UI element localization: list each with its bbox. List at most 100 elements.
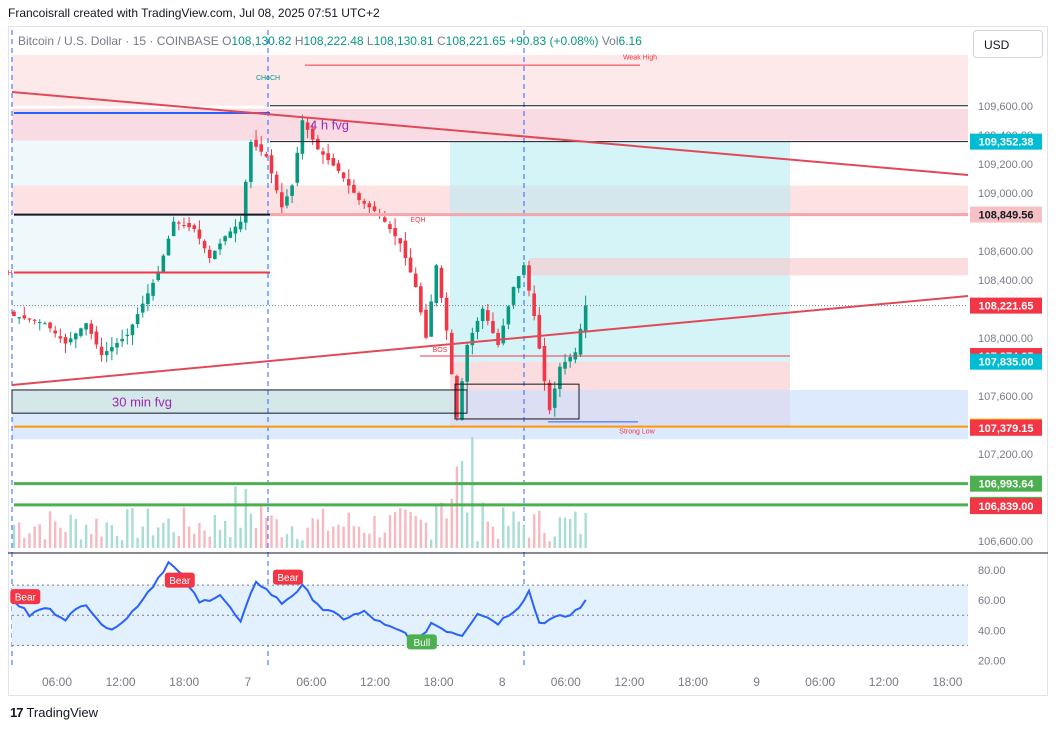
signal-label: Bear — [169, 576, 191, 587]
volume-bar — [409, 511, 412, 548]
volume-bar — [378, 537, 381, 548]
volume-bar — [126, 509, 129, 548]
candle-body — [357, 192, 361, 200]
candle-body — [388, 224, 392, 229]
fvg-label: 4 h fvg — [310, 118, 349, 133]
volume-bar — [43, 539, 47, 548]
volume-bar — [399, 508, 402, 548]
candle-body — [27, 318, 32, 320]
candle-body — [398, 238, 403, 244]
volume-bar — [357, 526, 361, 548]
volume-bar — [584, 512, 587, 548]
chart-frame[interactable] — [8, 26, 1048, 696]
price-label-text: 108,849.56 — [978, 210, 1033, 222]
candle-body — [48, 322, 52, 329]
candle-body — [68, 338, 73, 343]
candle-body — [228, 231, 233, 238]
volume-bar — [203, 530, 206, 548]
volume-value: 6.16 — [618, 34, 642, 48]
candle-body — [341, 172, 346, 179]
time-tick-label: 12:00 — [360, 675, 390, 689]
volume-bar — [337, 524, 340, 548]
candle-body — [516, 276, 521, 289]
volume-bar — [162, 522, 165, 548]
candle-body — [532, 293, 536, 316]
long-target-zone — [450, 141, 790, 362]
candle-body — [310, 128, 315, 140]
volume-bar — [522, 525, 526, 548]
volume-bar — [74, 518, 77, 548]
price-tick-label: 109,600.00 — [978, 101, 1033, 113]
candle-body — [300, 120, 305, 154]
candle-body — [140, 303, 145, 313]
volume-bar — [229, 537, 232, 548]
time-tick-label: 06:00 — [805, 675, 835, 689]
candle-body — [79, 328, 83, 336]
descending-trendline — [11, 91, 969, 176]
volume-bar — [342, 526, 345, 548]
candle-body — [166, 238, 171, 256]
tradingview-logo[interactable]: 17 TradingView — [10, 705, 98, 720]
ohlc-change: +90.83 (+0.08%) — [509, 34, 599, 48]
volume-bar — [265, 517, 268, 548]
price-tick-label: 108,000.00 — [978, 333, 1033, 345]
volume-bar — [574, 511, 577, 548]
volume-bar — [275, 519, 278, 548]
candle-body — [578, 328, 583, 355]
volume-bar — [440, 502, 443, 548]
price-label-tag — [970, 419, 1042, 436]
volume-bar — [563, 517, 567, 548]
signal-label: Bear — [15, 593, 37, 604]
candle-body — [58, 336, 63, 339]
time-tick-label: 06:00 — [42, 675, 72, 689]
currency-button[interactable]: USD — [973, 30, 1043, 58]
candle-body — [104, 351, 109, 356]
price-label-tag — [970, 475, 1042, 492]
candle-body — [264, 154, 269, 157]
volume-bar — [538, 510, 541, 548]
volume-bar — [414, 515, 417, 548]
chart-caption: Francoisrall created with TradingView.co… — [8, 6, 380, 20]
time-tick-label: 18:00 — [678, 675, 708, 689]
volume-bar — [69, 514, 72, 548]
candle-body — [146, 293, 150, 304]
rsi-band — [12, 585, 968, 646]
volume-bar — [131, 508, 134, 548]
candle-body — [151, 282, 155, 296]
volume-bar — [476, 541, 479, 548]
volume-bar — [17, 522, 21, 548]
volume-bar — [223, 520, 227, 548]
symbol-legend[interactable]: Bitcoin / U.S. Dollar · 15 · COINBASE O1… — [18, 34, 642, 48]
volume-bar — [306, 527, 309, 548]
candle-body — [63, 337, 68, 344]
volume-bar — [157, 527, 160, 548]
volume-bar — [244, 488, 247, 548]
volume-bar — [38, 524, 41, 548]
volume-bar — [332, 526, 335, 548]
bull-signal — [406, 634, 437, 650]
volume-bar — [419, 519, 423, 548]
volume-bar — [177, 536, 180, 548]
candle-body — [558, 366, 562, 389]
bear-signal — [164, 572, 195, 588]
volume-bar — [167, 518, 170, 548]
candle-body — [238, 221, 243, 230]
volume-bar — [388, 515, 392, 548]
candle-body — [187, 223, 191, 228]
candle-body — [295, 152, 300, 183]
price-label-text: 108,221.65 — [978, 301, 1033, 313]
price-label-text: 109,352.38 — [978, 137, 1033, 149]
candle-body — [527, 265, 531, 291]
volume-bar — [208, 536, 211, 548]
volume-bar — [198, 522, 201, 548]
volume-bar — [100, 536, 103, 548]
bear-signal — [10, 589, 41, 605]
candle-body — [99, 346, 104, 356]
volume-bar — [95, 518, 98, 548]
rsi-line — [13, 560, 587, 646]
time-tick-label: 12:00 — [869, 675, 899, 689]
candle-body — [465, 345, 469, 382]
volume-bar — [48, 511, 52, 548]
symbol-name: Bitcoin / U.S. Dollar · 15 · COINBASE — [18, 34, 219, 48]
